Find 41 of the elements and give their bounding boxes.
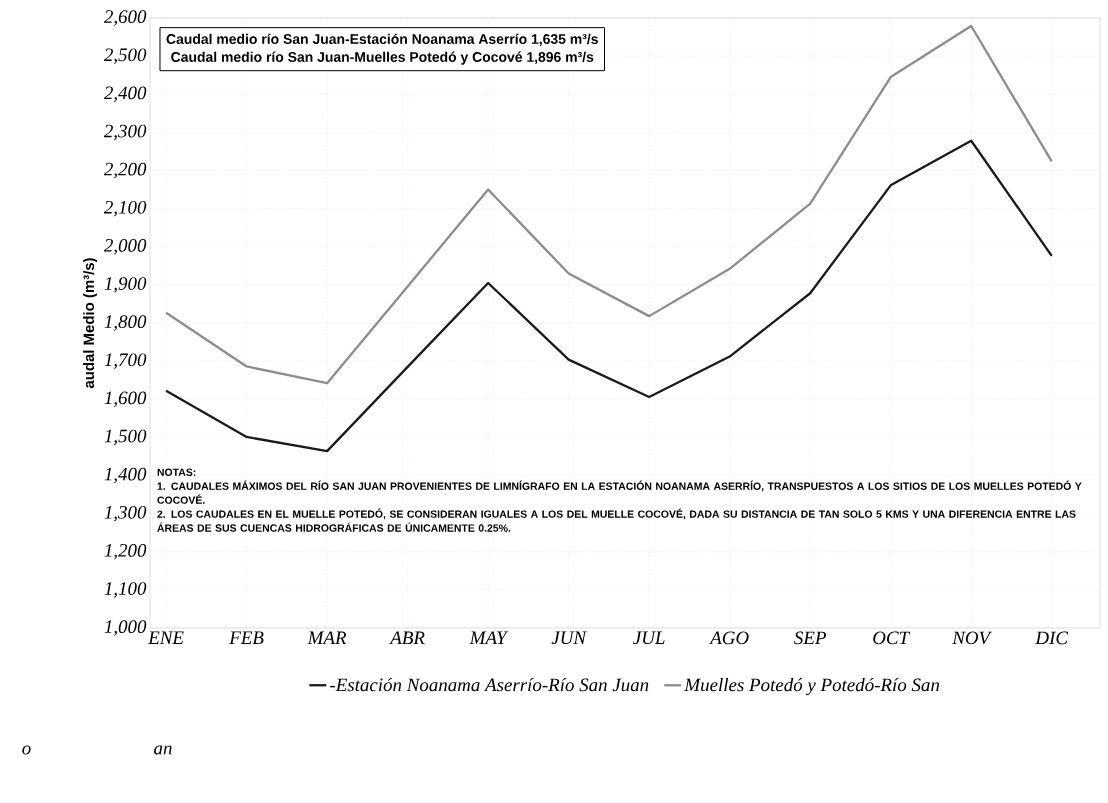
y-axis-title: audal Medio (m³/s) [83,258,98,389]
x-tick-label: FEB [229,631,264,644]
y-tick-label: 2,300 [103,124,147,141]
x-tick-label: AGO [709,631,749,645]
legend-label: -Estación Noanama Aserrío-Río San Juan [330,677,649,692]
text: o [22,745,31,755]
annotation: 2. LOS CAUDALES EN EL MUELLE POTEDÓ, SE CONSIDERAN IGUALES A LOS DEL MUELLE COCOVÉ, DADA SU DISTANCIA DE TAN SOLO 5 KMS Y UNA DIFERENCIA ENTRE LAS ÁREAS DE SUS CUENCAS HIDROGRÁFICAS DE ÚNICAMENTE 0.25%. [157,508,1076,532]
y-tick-label: 1,400 [104,467,147,484]
line-series [164,24,1053,385]
x-tick-label: SEP [794,631,826,645]
text: an [154,745,172,755]
y-tick-label: 1,600 [104,391,147,407]
line-series [164,139,1053,453]
x-tick-label: OCT [873,631,911,645]
y-tick-label: 2,200 [103,162,147,179]
y-tick-label: 2,400 [103,86,147,102]
annotation: 1. CAUDALES MÁXIMOS DEL RÍO SAN JUAN PROVENIENTES DE LIMNÍGRAFO EN LA ESTACIÓN NOANAMA ASERRÍO, TRANSPUESTOS A LOS SITIOS DE LOS MUELLES POTEDÓ Y COCOVÉ. [157,480,1082,504]
y-tick-label: 1,700 [104,353,147,369]
x-tick-label: NOV [952,631,992,645]
x-tick-label: MAR [307,631,347,645]
y-tick-label: 1,200 [104,544,147,560]
x-tick-label: JUN [551,631,587,645]
x-tick-label: JUL [633,631,665,645]
y-tick-label: 1,100 [104,582,147,598]
annotation: Caudal medio río San Juan-Muelles Potedó y Cocové 1,896 m³/s [171,51,594,65]
y-tick-label: 2,600 [103,10,147,26]
y-tick-label: 1,500 [104,429,147,446]
y-tick-label: 2,000 [103,239,147,255]
y-tick-label: 1,900 [104,277,147,293]
annotation: Caudal medio río San Juan-Estación Noanama Aserrío 1,635 m³/s [166,33,598,47]
x-tick-label: ABR [389,631,425,645]
x-tick-label: ENE [148,631,184,644]
y-tick-label: 2,500 [103,48,147,64]
annotation: NOTAS: [157,468,196,476]
legend-label: Muelles Potedó y Potedó-Río San [684,677,940,696]
x-tick-label: MAY [469,631,509,645]
y-tick-label: 2,100 [103,200,147,217]
x-tick-label: DIC [1035,631,1069,645]
y-tick-label: 1,300 [104,505,147,522]
y-tick-label: 1,000 [104,620,147,636]
y-tick-label: 1,800 [104,315,147,331]
